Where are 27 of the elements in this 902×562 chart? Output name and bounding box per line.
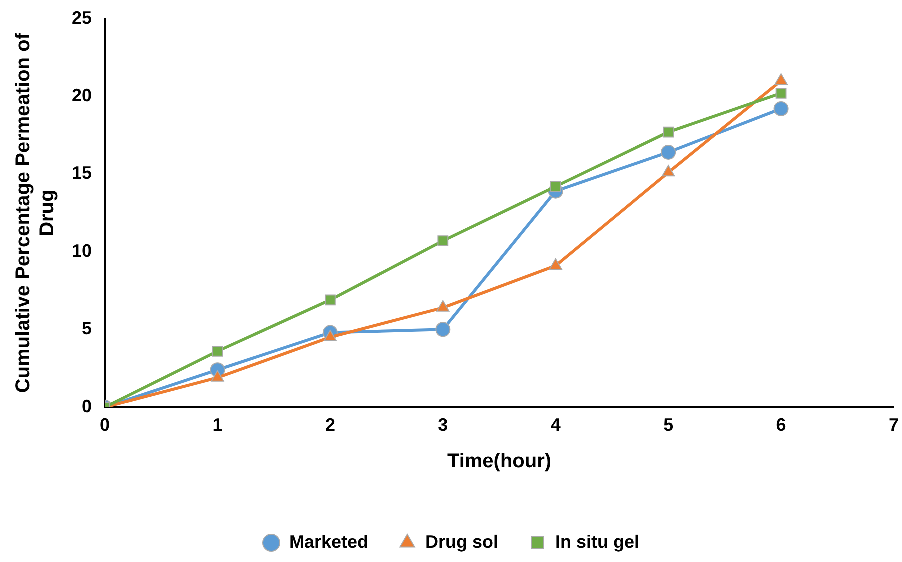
point bbox=[212, 346, 224, 357]
point bbox=[776, 88, 787, 99]
x-tick-label: 6 bbox=[776, 415, 786, 436]
point bbox=[661, 144, 676, 160]
x-axis-title: Time(hour) bbox=[447, 450, 552, 473]
x-tick-label: 4 bbox=[550, 415, 561, 436]
legend-label: Drug sol bbox=[426, 532, 499, 552]
point bbox=[438, 236, 449, 247]
x-tick-label: 5 bbox=[664, 415, 674, 436]
x-tick-label: 2 bbox=[325, 415, 336, 436]
legend-label: In situ gel bbox=[556, 532, 640, 552]
y-tick-label: 10 bbox=[72, 240, 92, 261]
y-tick-label: 25 bbox=[72, 8, 92, 28]
x-tick-label: 3 bbox=[438, 415, 448, 436]
y-tick-label: 0 bbox=[82, 396, 92, 416]
point bbox=[324, 294, 336, 306]
y-axis-title: Cumulative Percentage Permeation of Drug bbox=[12, 32, 59, 394]
point bbox=[663, 126, 674, 138]
y-tick-label: 20 bbox=[72, 85, 92, 106]
y-tick-label: 15 bbox=[72, 163, 92, 184]
x-tick-label: 1 bbox=[212, 415, 223, 436]
y-tick-label: 5 bbox=[82, 318, 92, 339]
legend-label: Marketed bbox=[289, 532, 369, 552]
point bbox=[436, 322, 451, 338]
point bbox=[774, 101, 789, 116]
x-tick-label: 0 bbox=[100, 415, 110, 436]
x-tick-label: 7 bbox=[888, 415, 899, 436]
